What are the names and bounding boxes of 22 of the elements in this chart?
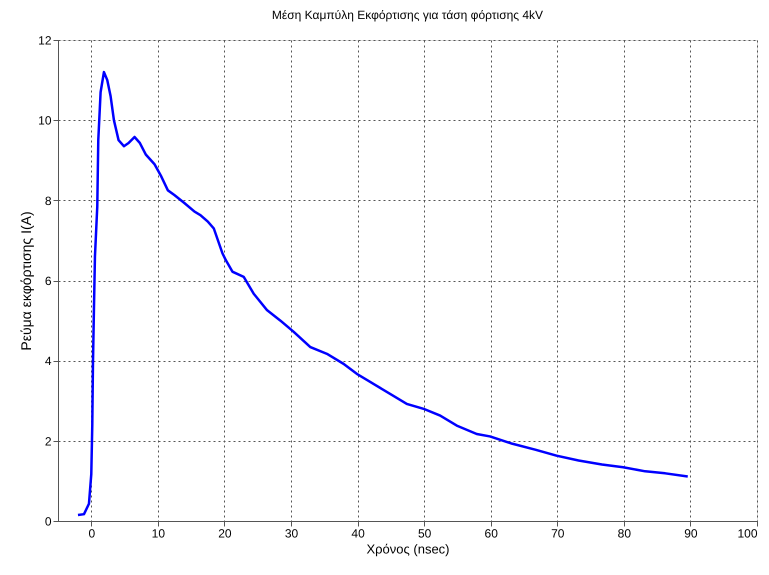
y-tick-label: 12 bbox=[38, 34, 52, 48]
x-tick-label: 100 bbox=[737, 526, 758, 540]
x-tick-label: 40 bbox=[351, 526, 366, 540]
y-tick-label: 4 bbox=[44, 354, 52, 368]
y-tick-label: 2 bbox=[44, 434, 52, 448]
y-tick-label: 10 bbox=[38, 114, 52, 128]
x-tick-label: 30 bbox=[284, 526, 298, 540]
chart-title: Μέση Καμπύλη Εκφόρτισης για τάση φόρτισης 4kV bbox=[272, 8, 544, 22]
x-tick-label: 80 bbox=[618, 526, 632, 540]
y-tick-label: 8 bbox=[44, 194, 52, 208]
x-tick-label: 0 bbox=[88, 526, 96, 540]
x-tick-label: 50 bbox=[418, 526, 432, 540]
x-tick-label: 90 bbox=[684, 526, 698, 540]
y-tick-label: 0 bbox=[44, 514, 52, 528]
line-series bbox=[76, 70, 690, 516]
x-axis-title: Χρόνος (nsec) bbox=[366, 542, 450, 556]
x-tick-label: 10 bbox=[152, 526, 166, 540]
x-tick-label: 70 bbox=[551, 526, 565, 540]
x-tick-label: 60 bbox=[484, 526, 498, 540]
y-axis-title: Ρεύμα εκφόρτισης I(A) bbox=[18, 211, 34, 351]
y-tick-label: 6 bbox=[44, 274, 52, 288]
x-tick-label: 20 bbox=[218, 526, 232, 540]
